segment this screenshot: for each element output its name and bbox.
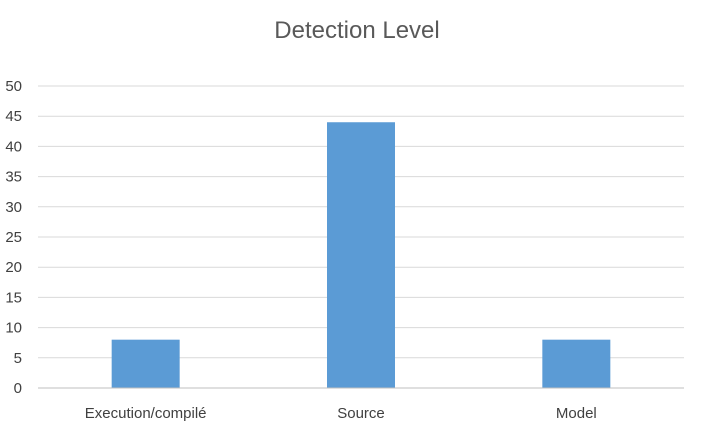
y-tick-label: 10 (5, 320, 22, 337)
x-tick-label: Source (337, 405, 385, 422)
y-tick-label: 30 (5, 199, 22, 216)
bars (111, 122, 611, 389)
y-tick-label: 20 (5, 259, 22, 276)
y-tick-label: 5 (14, 350, 22, 367)
bar (327, 122, 395, 389)
bar (542, 339, 611, 388)
x-axis-ticks: Execution/compilé Source Model (85, 405, 597, 422)
y-tick-label: 15 (5, 289, 22, 306)
y-tick-label: 50 (5, 78, 22, 95)
y-axis-ticks: 0 5 10 15 20 25 30 35 40 45 50 (5, 78, 22, 397)
y-tick-label: 35 (5, 169, 22, 186)
bar (111, 339, 180, 388)
y-tick-label: 25 (5, 229, 22, 246)
chart-title: Detection Level (274, 17, 439, 44)
x-tick-label: Execution/compilé (85, 405, 207, 422)
y-tick-label: 40 (5, 138, 22, 155)
x-tick-label: Model (556, 405, 597, 422)
y-tick-label: 0 (14, 380, 22, 397)
y-tick-label: 45 (5, 108, 22, 125)
